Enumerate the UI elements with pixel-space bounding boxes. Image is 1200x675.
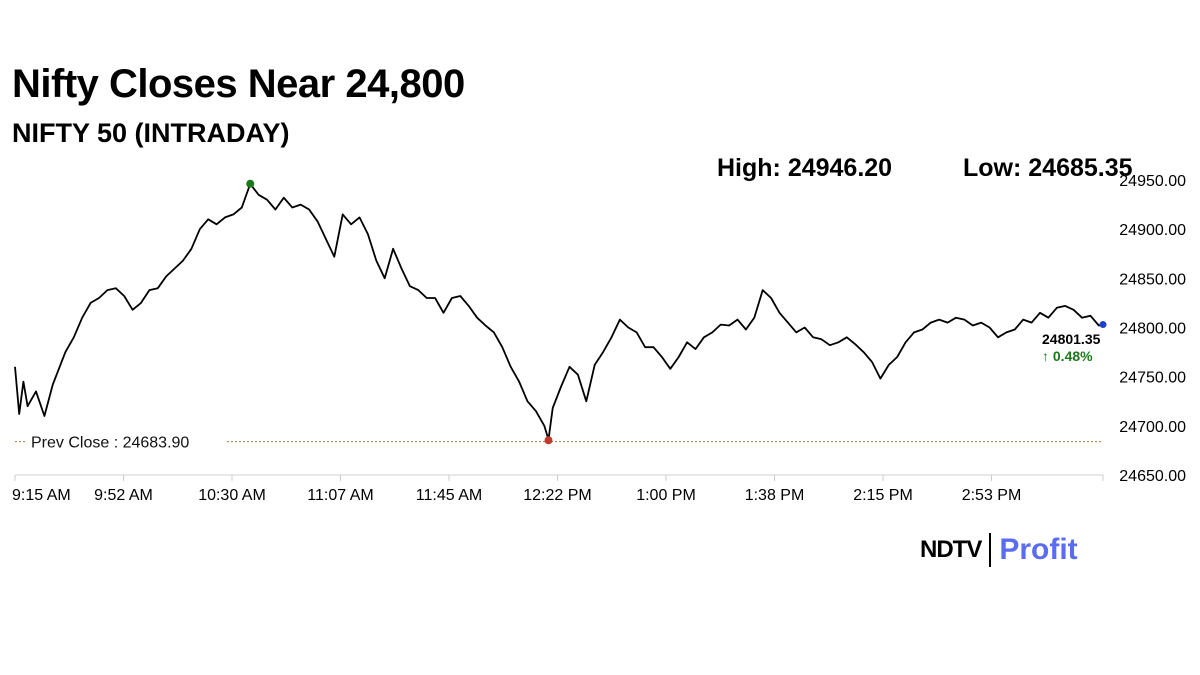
- x-tick-label: 10:30 AM: [198, 487, 266, 504]
- logo-ndtv-text: NDTV: [920, 536, 982, 563]
- last-change-label: ↑ 0.48%: [1042, 348, 1093, 364]
- logo-separator: [989, 533, 992, 567]
- prev-close-label: Prev Close : 24683.90: [31, 435, 189, 452]
- headline: Nifty Closes Near 24,800: [12, 62, 465, 106]
- y-tick-label: 24750.00: [1119, 370, 1186, 387]
- last-price-marker: [1099, 321, 1107, 329]
- subheadline: NIFTY 50 (INTRADAY): [12, 118, 290, 148]
- x-tick-label: 9:15 AM: [12, 487, 71, 504]
- x-tick-label: 2:53 PM: [962, 487, 1022, 504]
- day-low-label: Low: 24685.35: [963, 154, 1133, 182]
- ndtv-profit-logo: NDTV Profit: [920, 530, 1078, 570]
- y-tick-label: 24900.00: [1119, 222, 1186, 239]
- x-tick-label: 1:38 PM: [745, 487, 805, 504]
- y-tick-label: 24800.00: [1119, 321, 1186, 338]
- y-tick-label: 24850.00: [1119, 271, 1186, 288]
- x-tick-label: 11:07 AM: [307, 487, 373, 504]
- x-tick-label: 9:52 AM: [94, 487, 153, 504]
- last-price-bg: [1040, 329, 1110, 367]
- y-tick-label: 24950.00: [1119, 173, 1186, 190]
- markers: [246, 179, 1107, 445]
- logo-profit-text: Profit: [999, 533, 1078, 566]
- day-low-marker: [544, 436, 553, 445]
- prev-close-label-bg: [26, 430, 226, 453]
- day-high-label: High: 24946.20: [717, 154, 893, 182]
- y-tick-label: 24700.00: [1119, 419, 1186, 436]
- x-tick-label: 12:22 PM: [523, 487, 591, 504]
- x-tick-label: 1:00 PM: [636, 487, 696, 504]
- x-tick-label: 2:15 PM: [853, 487, 913, 504]
- last-price-box: 24801.35 ↑ 0.48%: [1040, 329, 1110, 367]
- x-axis: 9:15 AM 9:52 AM 10:30 AM 11:07 AM 11:45 AM 12…: [12, 474, 1104, 504]
- series-group: [14, 182, 1104, 441]
- prev-close-group: Prev Close : 24683.90: [15, 430, 1103, 453]
- x-tick-label: 11:45 AM: [416, 487, 482, 504]
- y-axis-labels: 24650.00 24700.00 24750.00 24800.00 24850.00…: [1119, 173, 1186, 485]
- last-price-label: 24801.35: [1042, 331, 1101, 347]
- day-high-marker: [246, 179, 255, 188]
- price-series-line: [14, 182, 1104, 441]
- y-tick-label: 24650.00: [1119, 468, 1186, 485]
